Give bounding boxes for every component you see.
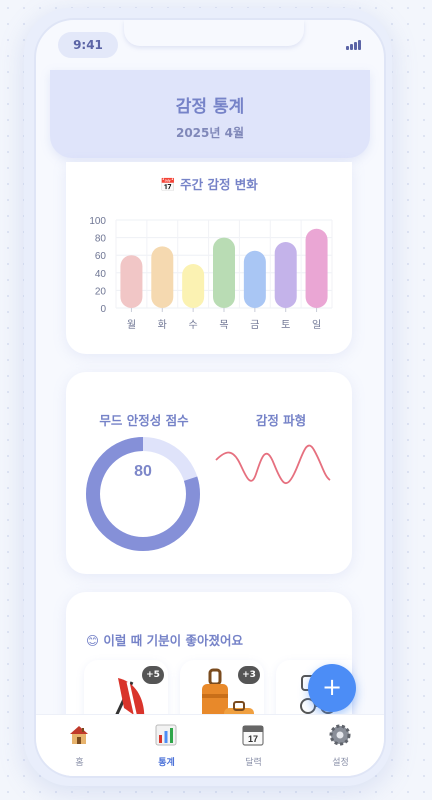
- mood-card: 무드 안정성 점수 감정 파형 80: [66, 372, 352, 574]
- signal-icon: [346, 40, 362, 50]
- svg-text:17: 17: [248, 734, 258, 744]
- x-tick-label: 토: [281, 320, 290, 331]
- emotion-wave-line: [215, 444, 331, 485]
- bar-2: [151, 246, 174, 308]
- notch: [124, 20, 304, 46]
- mood-boost-badge: +5: [142, 666, 164, 684]
- tab-calendar[interactable]: 17 달력: [210, 715, 297, 776]
- tab-calendar-label: 달력: [245, 758, 262, 768]
- tab-stats[interactable]: 통계: [123, 715, 210, 776]
- x-tick-label: 화: [158, 319, 167, 331]
- y-tick-label: 20: [95, 286, 107, 297]
- tab-home[interactable]: 홈: [36, 715, 123, 776]
- phone-screen: 9:41 감정 통계 2025년 4월 📅 주간 감정 변화 0 20 40 60 80…: [34, 18, 386, 778]
- mood-boost-badge: +3: [238, 666, 260, 684]
- y-tick-label: 0: [100, 304, 106, 315]
- bar-5: [243, 250, 266, 308]
- status-time: 9:41: [58, 32, 118, 58]
- bottom-tab-bar: 홈 통계 17 달력 설정: [36, 714, 384, 776]
- mood-graphics: 80: [86, 437, 331, 551]
- y-tick-label: 100: [89, 216, 106, 227]
- add-entry-button[interactable]: +: [308, 664, 356, 712]
- weekly-bar-chart: 0 20 40 60 80 100 월 화 수 목 금 토 일: [89, 216, 333, 331]
- y-tick-label: 60: [95, 251, 107, 262]
- bar-1: [120, 255, 143, 308]
- mood-boost-title: 😊 이럴 때 기분이 좋아졌어요: [86, 633, 243, 648]
- page-title: 감정 통계: [175, 97, 245, 117]
- x-tick-label: 수: [189, 319, 198, 331]
- tab-home-label: 홈: [75, 758, 84, 768]
- weekly-chart-title: 📅 주간 감정 변화: [160, 177, 258, 192]
- page-header: 감정 통계 2025년 4월: [50, 70, 370, 158]
- bar-3: [182, 264, 205, 308]
- bar-4: [213, 237, 235, 308]
- x-tick-label: 일: [312, 319, 321, 331]
- x-tick-label: 월: [127, 319, 136, 331]
- gear-icon: [329, 724, 351, 746]
- x-tick-label: 금: [250, 319, 259, 331]
- tab-settings[interactable]: 설정: [297, 715, 384, 776]
- mood-score: 80: [134, 463, 152, 480]
- mood-stability-title: 무드 안정성 점수: [99, 413, 189, 428]
- bar-6: [274, 242, 297, 308]
- status-bar: 9:41: [36, 20, 384, 66]
- weekly-emotion-card: 📅 주간 감정 변화 0 20 40 60 80 100 월 화 수 목 금 토 일: [66, 162, 352, 354]
- page-subtitle: 2025년 4월: [175, 126, 244, 140]
- bar-7: [305, 228, 328, 308]
- mood-donut-arc: [86, 437, 200, 551]
- emotion-wave-title: 감정 파형: [255, 413, 307, 428]
- tab-stats-label: 통계: [158, 758, 175, 768]
- calendar-icon: 17: [242, 725, 264, 746]
- bar-chart-icon: [155, 724, 177, 746]
- y-tick-label: 40: [95, 269, 107, 280]
- x-tick-label: 목: [219, 319, 228, 331]
- tab-settings-label: 설정: [332, 758, 349, 768]
- y-tick-label: 80: [95, 234, 107, 245]
- house-icon: [70, 726, 88, 744]
